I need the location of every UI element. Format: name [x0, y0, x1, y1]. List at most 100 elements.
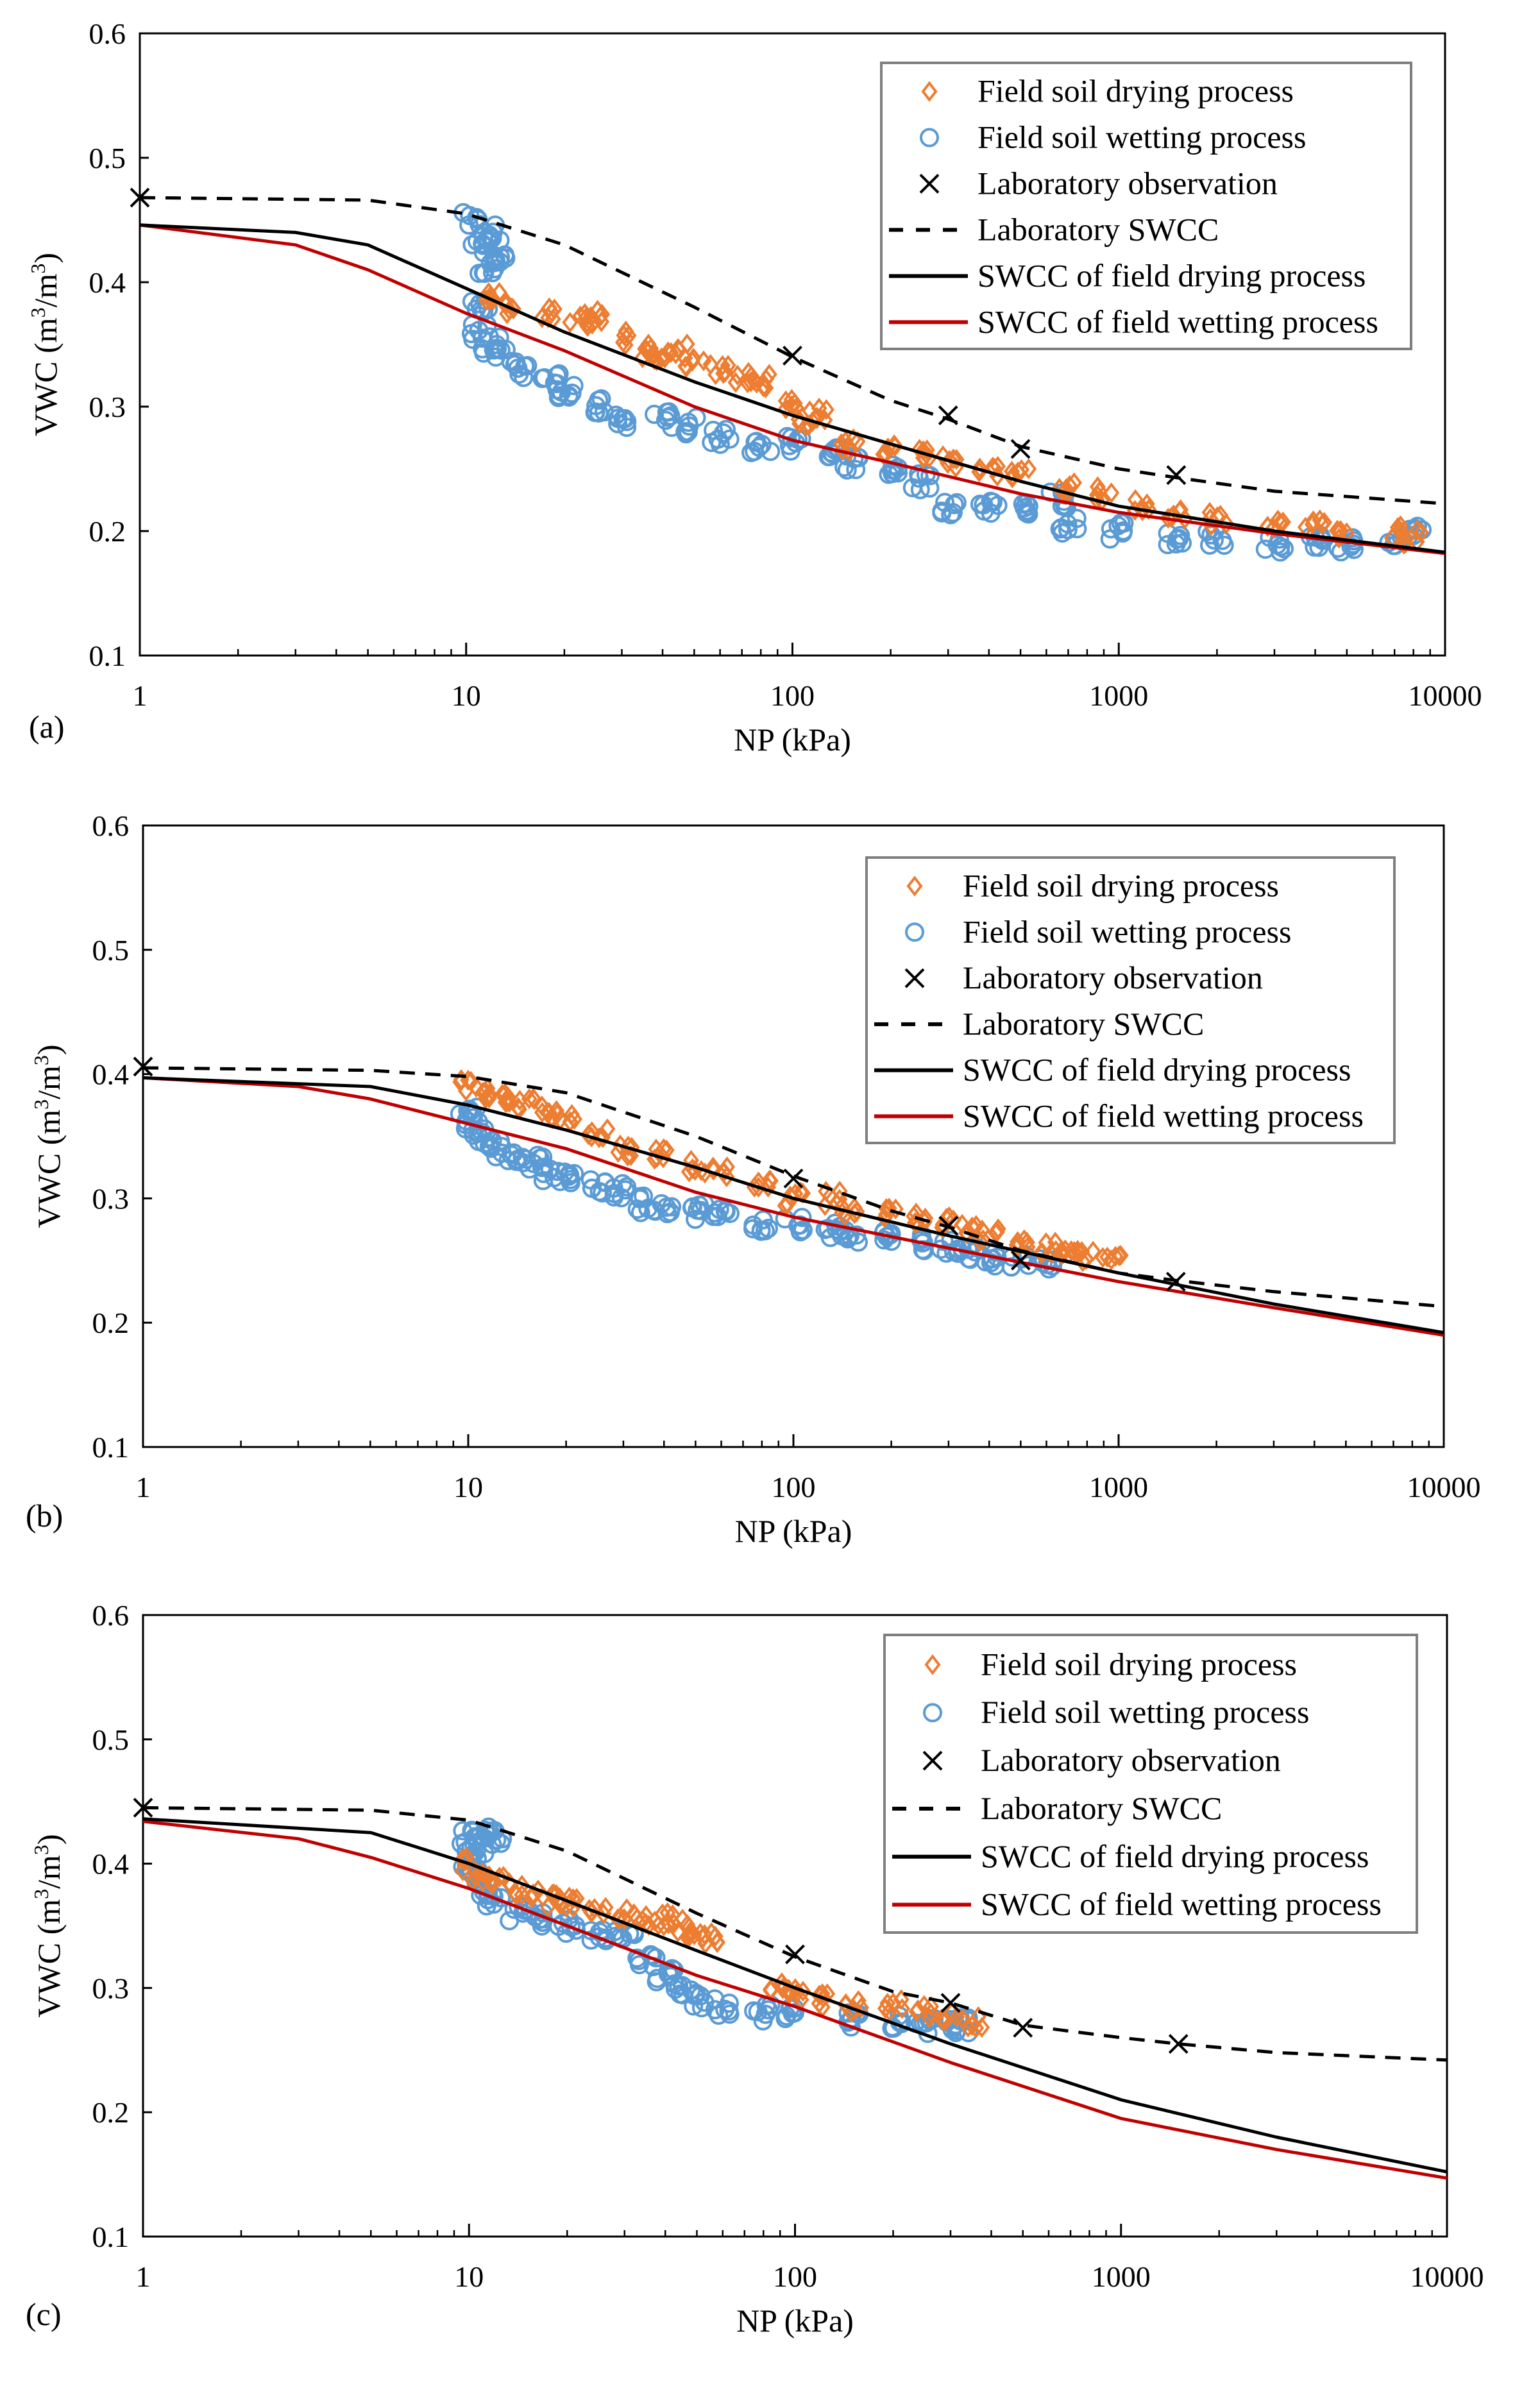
- drying-point: [755, 376, 772, 398]
- wetting-swcc-curve: [143, 1820, 1447, 2180]
- drying-point: [811, 1993, 827, 2014]
- legend-label: Laboratory SWCC: [963, 1006, 1204, 1042]
- x-tick-label: 10000: [1409, 679, 1482, 712]
- drying-point: [616, 1908, 632, 1929]
- y-axis-label-part: ): [31, 1044, 67, 1055]
- drying-point: [580, 1124, 597, 1146]
- legend-label: Field soil wetting process: [977, 119, 1306, 155]
- wetting-point: [709, 2005, 729, 2025]
- wetting-point: [981, 1253, 1001, 1273]
- y-tick-label: 0.4: [89, 266, 126, 299]
- drying-point: [705, 1160, 722, 1181]
- drying-point: [787, 1183, 804, 1205]
- y-axis-label-part: VWC (m: [31, 1899, 67, 2018]
- drying-point: [595, 1127, 611, 1148]
- drying-point: [663, 342, 679, 364]
- legend-label: SWCC of field wetting process: [963, 1097, 1364, 1133]
- drying-point: [1396, 525, 1412, 547]
- panel-label: (c): [26, 2296, 62, 2332]
- legend: Field soil drying process Field soil wett…: [865, 856, 1396, 1144]
- chart-panel-a: 0.1 0.2 0.3 0.4 0.5 0.6 1 10 100 1000 10000 NP (kPa…: [26, 17, 1482, 757]
- drying-point: [886, 434, 902, 455]
- drying-point: [718, 1166, 735, 1188]
- y-tick-label: 0.2: [89, 515, 126, 548]
- drying-swcc-curve: [143, 1076, 1444, 1335]
- legend-label: SWCC of field wetting process: [981, 1886, 1382, 1922]
- legend-label: Field soil drying process: [981, 1646, 1297, 1682]
- wetting-point: [720, 429, 740, 449]
- legend: Field soil drying process Field soil wett…: [883, 1634, 1418, 1934]
- y-axis-label-part: 3: [30, 1055, 53, 1065]
- legend-label: Laboratory SWCC: [981, 1790, 1222, 1826]
- wetting-point: [498, 1151, 518, 1171]
- x-tick-label: 1: [133, 679, 148, 712]
- x-tick-label: 1: [136, 1471, 151, 1503]
- lab-observation-point: [133, 1797, 153, 1818]
- wetting-swcc-curve: [140, 223, 1445, 555]
- wetting-point: [514, 368, 534, 387]
- wetting-point: [846, 460, 866, 480]
- wetting-point: [606, 405, 626, 425]
- legend-diamond-icon: [924, 1654, 941, 1675]
- wetting-point: [709, 1199, 729, 1219]
- legend-label: SWCC of field drying process: [981, 1838, 1369, 1874]
- wetting-point: [743, 1215, 763, 1235]
- drying-point: [849, 1201, 865, 1223]
- wetting-point: [491, 1833, 511, 1853]
- drying-point: [1020, 458, 1037, 480]
- drying-point: [714, 355, 731, 377]
- x-tick-label: 10000: [1410, 2260, 1484, 2293]
- wetting-point: [562, 384, 582, 403]
- drying-point: [717, 362, 734, 383]
- drying-point: [838, 1993, 854, 2015]
- drying-point: [782, 1185, 799, 1207]
- drying-point: [1004, 467, 1020, 489]
- drying-point: [681, 1161, 697, 1183]
- lab-observation-point: [783, 1168, 804, 1189]
- drying-point: [834, 1196, 850, 1217]
- drying-point: [1412, 521, 1430, 543]
- x-tick-label: 10000: [1407, 1471, 1481, 1503]
- lab-observation-point: [783, 346, 802, 366]
- wetting-point: [518, 355, 537, 375]
- drying-point: [526, 1089, 543, 1110]
- wetting-point: [702, 432, 722, 452]
- legend-box: [883, 1634, 1418, 1934]
- lab-observation-point: [938, 405, 958, 425]
- wetting-point: [974, 501, 994, 521]
- drying-point: [986, 457, 1003, 478]
- drying-point: [761, 364, 777, 385]
- drying-point: [1078, 1249, 1094, 1270]
- panel-label: (b): [26, 1498, 63, 1534]
- drying-point: [954, 2009, 971, 2030]
- wetting-point: [487, 339, 507, 359]
- x-tick-label: 100: [773, 2260, 817, 2293]
- drying-point: [1057, 1239, 1074, 1260]
- drying-point: [817, 409, 833, 431]
- y-tick-label: 0.2: [92, 1307, 130, 1339]
- wetting-point: [491, 247, 511, 267]
- drying-point: [1269, 509, 1286, 531]
- legend-box: [865, 856, 1396, 1144]
- data-layer: [143, 1066, 1444, 1337]
- drying-point: [566, 1108, 583, 1130]
- legend-diamond-icon: [921, 81, 938, 102]
- y-axis-label-part: ): [28, 253, 63, 264]
- drying-point: [720, 355, 736, 376]
- wetting-swcc-curve: [143, 1076, 1444, 1337]
- panel-label: (a): [29, 709, 65, 745]
- x-tick-label: 1000: [1089, 1471, 1148, 1503]
- legend-cross-icon: [919, 174, 940, 194]
- drying-point: [594, 303, 611, 325]
- wetting-point: [630, 1203, 650, 1223]
- drying-point: [879, 1993, 896, 2014]
- y-axis-label-part: ): [31, 1834, 67, 1845]
- x-tick-label: 10: [453, 1471, 483, 1503]
- drying-point: [510, 1097, 527, 1118]
- wetting-point: [1166, 534, 1186, 554]
- y-axis-label-part: 3: [26, 264, 49, 274]
- drying-point: [968, 2017, 985, 2039]
- drying-point: [1070, 1242, 1087, 1264]
- wetting-point: [645, 1201, 665, 1221]
